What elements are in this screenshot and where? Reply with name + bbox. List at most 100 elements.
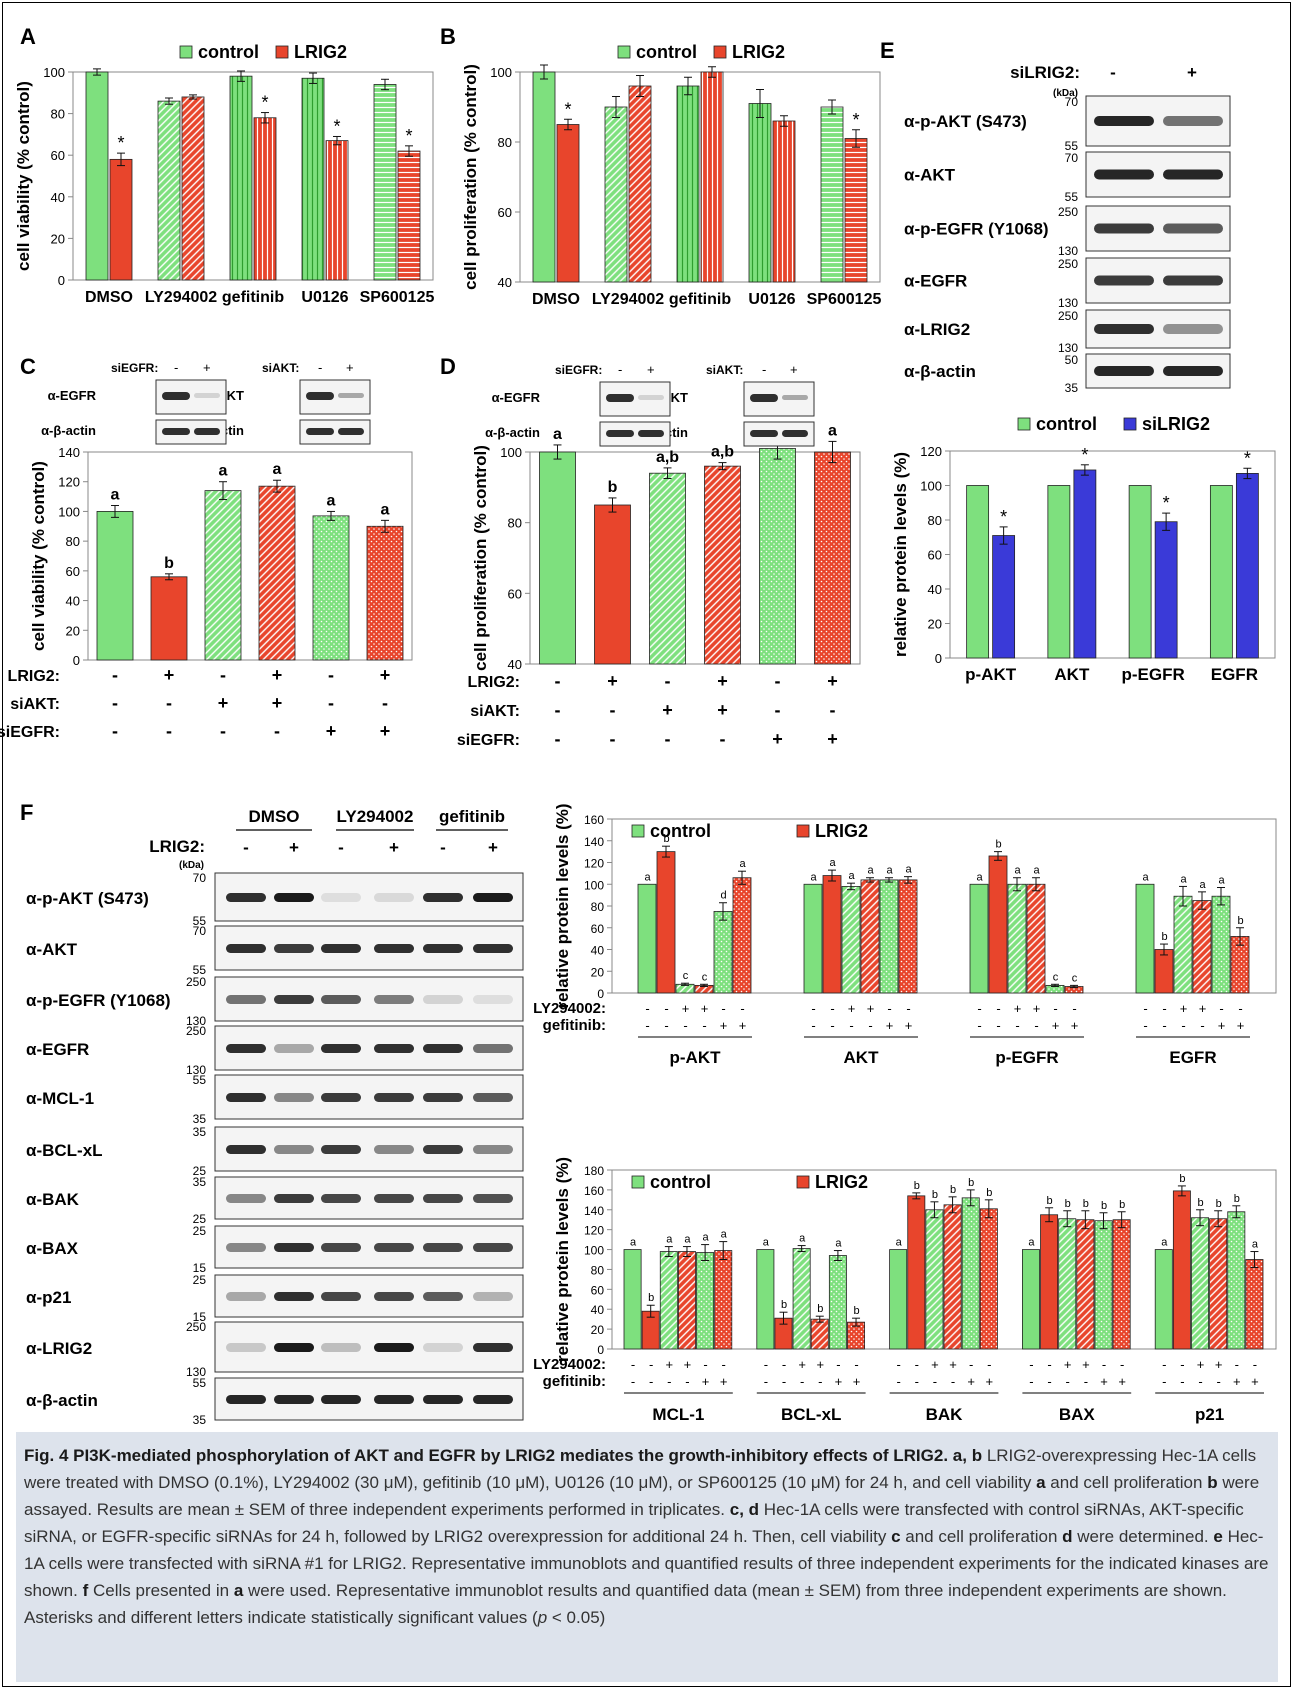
chart-f2-gef-sign: + [967,1374,975,1389]
chart-f1-letter: b [1237,915,1243,927]
chart-f1-ly-sign: - [1238,1001,1242,1016]
chart-d-row-sign: + [772,729,783,749]
chart-a-asterisk: * [405,126,412,146]
chart-e-asterisk: * [1244,448,1251,468]
chart-f2-bar [1154,1249,1173,1350]
blots-f-band [473,1194,513,1203]
blots-f-band [374,1194,414,1203]
chart-c-bar [312,515,350,661]
chart-f2-ytick-label: 40 [591,1303,605,1317]
chart-f2-ytick-label: 120 [584,1224,604,1238]
blots-e-row-label: α-p-AKT (S473) [904,112,1027,131]
chart-e-ytick-label: 20 [928,617,942,632]
chart-a-bar [325,140,349,281]
chart-a-bar [85,71,109,281]
blots-f-band [226,893,266,902]
chart-e-ylabel: relative protein levels (%) [891,452,910,657]
caption-text-6: were determined. [1077,1527,1209,1546]
chart-d-row-sign: - [720,729,726,749]
caption-text-5: and cell proliferation [905,1527,1058,1546]
chart-e-ytick-label: 0 [935,651,942,666]
chart-f1-gef-sign: - [849,1018,853,1033]
chart-f2-gef-sign: + [986,1374,994,1389]
blots-f-band [321,1343,361,1352]
blots-e-mw-bottom: 55 [1065,190,1079,204]
chart-f1-letter: b [995,839,1001,851]
chart-d-row-sign: - [665,729,671,749]
chart-c-row-sign: - [112,665,118,685]
chart-f1-legend-label: control [650,821,711,841]
chart-f2-letter: a [684,1234,691,1246]
chart-f1-gef-sign: + [1237,1018,1245,1033]
chart-c-bar [366,525,404,661]
chart-f2-ly-sign: - [1253,1357,1257,1372]
figure-canvas: A B E C D F control LRIG2 0 20 40 60 80 100 cell… [0,24,1277,1427]
blots-f-band [423,1194,463,1203]
caption-text-3: were assayed. Results are mean ± SEM of … [24,1473,1260,1519]
chart-f1-ylabel: relative protein levels (%) [553,803,572,1008]
blots-f-band [423,893,463,902]
chart-f2-gef-sign: - [782,1374,786,1389]
chart-d-row-sign: + [717,671,728,691]
chart-b-bar [772,120,796,283]
chart-f1-letter: a [1014,865,1021,877]
chart-f1-bar [656,851,676,994]
chart-f2-letter: b [817,1303,823,1315]
chart-a-asterisk: * [261,93,268,113]
chart-f1-ly-sign: - [906,1001,910,1016]
chart-f1-bar [1173,895,1193,994]
blots-e-sign: + [1187,63,1197,82]
blots-c-band [306,392,334,400]
chart-f2-gef-sign: - [1216,1374,1220,1389]
blots-f-blot-box [214,976,524,1022]
blots-f-band [321,1044,361,1053]
blots-d-egfr-label: α-EGFR [492,390,541,405]
chart-f1-letter: b [1161,931,1167,943]
blots-f-mw-top: 55 [193,1376,207,1390]
chart-c-ytick-label: 20 [66,623,80,638]
chart-e-legend-label: control [1036,414,1097,434]
blots-d-band [750,430,778,437]
chart-f2-letter: b [968,1177,974,1189]
chart-f1-ly-sign: + [1033,1001,1041,1016]
blots-f-mw-bottom: 130 [186,1365,206,1379]
chart-f2-letter: b [1101,1200,1107,1212]
chart-f2-letter: a [799,1233,806,1245]
chart-a-bar [253,117,277,281]
chart-f2-gef-sign: - [818,1374,822,1389]
chart-b-ytick-label: 80 [498,135,512,150]
chart-d-letter: a [828,422,837,439]
chart-f2-bar [1172,1190,1191,1350]
chart-f2-ly-sign: - [649,1357,653,1372]
blots-e-mw-top: 250 [1058,309,1078,323]
blots-f-band [374,1292,414,1301]
chart-d-row-sign: - [775,700,781,720]
chart-f2-ly-sign: - [631,1357,635,1372]
chart-c-row-sign: - [220,721,226,741]
chart-f2-bar [1209,1218,1228,1350]
panel-label-c: C [20,354,36,379]
caption-p-italic: p [537,1608,548,1627]
blots-d-band [750,394,778,402]
chart-f2-ly-sign: - [896,1357,900,1372]
blots-d: siEGFR:-+siAKT:-+α-EGFRα-β-actinα-AKTα-β… [485,362,815,447]
blots-e-row-label: α-LRIG2 [904,320,970,339]
chart-f1-ly-sign: - [996,1001,1000,1016]
blots-f-band [423,1395,463,1404]
chart-c-letter: b [164,555,174,572]
chart-f1-letter: a [848,870,855,882]
chart-f2-gef-sign: - [915,1374,919,1389]
blots-d-sign: - [618,362,622,377]
chart-f2-gef-sign: - [667,1374,671,1389]
chart-b-bar [748,103,772,283]
caption-text-10: < 0.05) [551,1608,606,1627]
chart-f1-gef-sign: - [830,1018,834,1033]
chart-c-letter: a [327,492,336,509]
chart-f1-bar [803,883,823,994]
blots-e-band [1094,223,1154,234]
chart-f1-letter: a [829,857,836,869]
chart-a-ylabel: cell viability (% control) [14,81,33,271]
chart-f1-letter: c [683,970,689,982]
blots-d-sign: + [790,362,798,377]
chart-f1-gef-sign: + [1071,1018,1079,1033]
